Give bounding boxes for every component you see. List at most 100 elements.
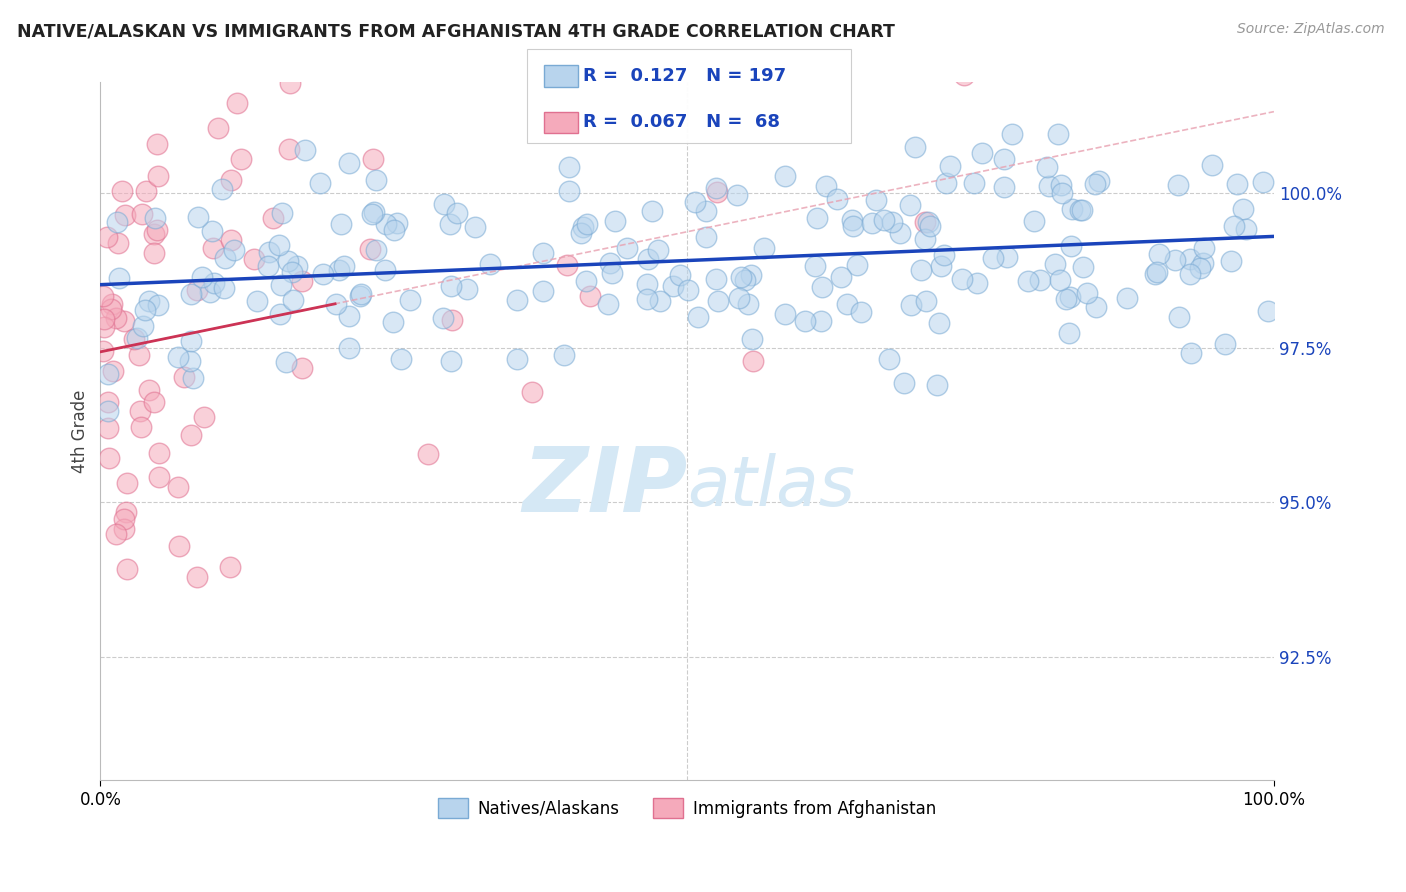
Point — [688, 310, 710, 324]
Point — [138, 294, 160, 309]
Point — [927, 378, 949, 392]
Point — [389, 352, 412, 367]
Text: Source: ZipAtlas.com: Source: ZipAtlas.com — [1237, 22, 1385, 37]
Point — [830, 270, 852, 285]
Point — [1059, 290, 1081, 304]
Point — [242, 252, 264, 267]
Point — [173, 369, 195, 384]
Point — [1043, 256, 1066, 270]
Point — [179, 353, 201, 368]
Point — [366, 173, 388, 187]
Point — [903, 139, 925, 153]
Point — [180, 334, 202, 349]
Point — [145, 222, 167, 236]
Point — [932, 248, 955, 262]
Point — [662, 279, 685, 293]
Point — [558, 160, 581, 174]
Point — [277, 254, 299, 268]
Point — [359, 242, 381, 256]
Point — [995, 250, 1018, 264]
Point — [97, 421, 120, 435]
Point — [285, 259, 308, 273]
Point — [730, 270, 752, 285]
Point — [191, 270, 214, 285]
Point — [312, 267, 335, 281]
Point — [100, 301, 122, 316]
Point — [841, 213, 863, 227]
Point — [105, 311, 128, 326]
Point — [966, 277, 988, 291]
Point — [416, 447, 439, 461]
Point — [811, 280, 834, 294]
Point — [1168, 310, 1191, 324]
Point — [740, 268, 762, 282]
Point — [1029, 273, 1052, 287]
Point — [328, 263, 350, 277]
Point — [558, 184, 581, 198]
Point — [433, 196, 456, 211]
Point — [219, 560, 242, 574]
Point — [267, 237, 290, 252]
Point — [935, 177, 957, 191]
Point — [1060, 239, 1083, 253]
Point — [97, 394, 120, 409]
Point — [506, 293, 529, 308]
Point — [1201, 158, 1223, 172]
Point — [270, 278, 292, 293]
Point — [1178, 267, 1201, 281]
Point — [636, 292, 658, 306]
Point — [993, 179, 1015, 194]
Point — [803, 259, 825, 273]
Point — [186, 283, 208, 297]
Legend: Natives/Alaskans, Immigrants from Afghanistan: Natives/Alaskans, Immigrants from Afghan… — [432, 792, 943, 824]
Point — [135, 184, 157, 198]
Point — [576, 217, 599, 231]
Point — [810, 314, 832, 328]
Point — [382, 223, 405, 237]
Point — [439, 354, 461, 368]
Point — [1147, 246, 1170, 260]
Point — [101, 297, 124, 311]
Point — [270, 206, 292, 220]
Point — [889, 226, 911, 240]
Point — [148, 169, 170, 184]
Point — [636, 277, 658, 291]
Point — [115, 562, 138, 576]
Point — [200, 285, 222, 300]
Point — [350, 287, 373, 301]
Point — [269, 307, 291, 321]
Point — [737, 297, 759, 311]
Point — [734, 273, 756, 287]
Point — [910, 263, 932, 277]
Point — [846, 258, 869, 272]
Point — [637, 252, 659, 266]
Point — [928, 316, 950, 330]
Point — [349, 288, 371, 302]
Point — [1251, 175, 1274, 189]
Point — [704, 181, 727, 195]
Point — [115, 475, 138, 490]
Point — [105, 215, 128, 229]
Point — [202, 276, 225, 290]
Point — [555, 258, 578, 272]
Point — [309, 177, 332, 191]
Point — [641, 204, 664, 219]
Point — [707, 293, 730, 308]
Point — [773, 307, 796, 321]
Point — [1062, 202, 1084, 216]
Point — [97, 451, 120, 466]
Point — [91, 289, 114, 303]
Point — [669, 268, 692, 282]
Point — [166, 480, 188, 494]
Point — [131, 420, 153, 434]
Point — [193, 409, 215, 424]
Point — [201, 225, 224, 239]
Point — [333, 259, 356, 273]
Point — [506, 352, 529, 367]
Point — [211, 182, 233, 196]
Point — [1180, 346, 1202, 360]
Point — [107, 235, 129, 250]
Point — [361, 207, 384, 221]
Point — [142, 246, 165, 260]
Text: R =  0.067   N =  68: R = 0.067 N = 68 — [583, 113, 780, 131]
